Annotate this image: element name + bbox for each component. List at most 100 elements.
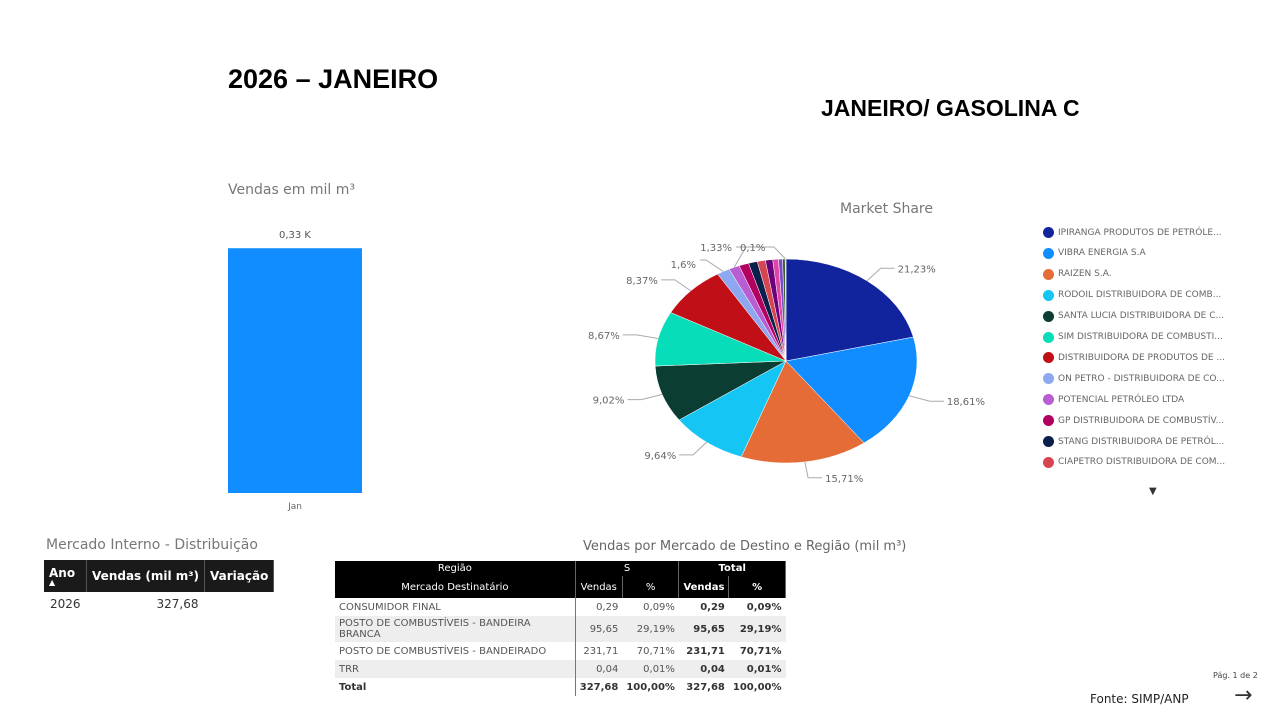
slice-label: 15,71% [825,474,863,485]
leader-line [866,267,895,282]
table-cell: 327,68 [579,681,619,693]
table-cell: 29,19% [622,616,679,642]
legend-label: SANTA LUCIA DISTRIBUIDORA DE C... [1058,311,1225,322]
bar-chart: 0,33 K Jan [228,230,362,512]
legend-label: CIAPETRO DISTRIBUIDORA DE COM... [1058,457,1226,468]
slice-label: 8,37% [626,276,658,287]
legend-label: RAIZEN S.A. [1058,269,1112,280]
table-cell: TRR [335,660,576,678]
table-row: TRR 0,04 0,01% 0,04 0,01% [335,660,786,678]
mercado-interno-title: Mercado Interno - Distribuição [46,537,258,553]
pie-chart: 21,23% 18,61% 15,71% 9,64% 9,02% 8,67% 8,37% 1,… [588,243,985,485]
page-title: 2026 – JANEIRO [228,64,439,94]
pie-slice[interactable] [785,336,918,444]
table-cell: 0,29 [700,601,725,613]
slice-label: 18,61% [947,397,985,408]
legend-label: RODOIL DISTRIBUIDORA DE COMB... [1058,290,1222,301]
table-row: 2026 327,68 [50,597,199,611]
legend-item[interactable]: POTENCIAL PETRÓLEO LTDA [1043,394,1185,406]
table-cell: Total [335,678,576,696]
legend-label: SIM DISTRIBUIDORA DE COMBUSTI... [1058,332,1223,342]
table-cell: 0,01% [728,660,786,678]
table-cell: 100,00% [732,681,782,693]
legend-swatch [1043,331,1054,343]
legend-swatch [1043,268,1054,280]
slice-label: 1,33% [700,243,732,254]
legend-item[interactable]: RAIZEN S.A. [1043,268,1112,280]
legend-item[interactable]: SANTA LUCIA DISTRIBUIDORA DE C... [1043,310,1225,322]
table-cell: 0,04 [575,660,623,678]
legend-swatch [1043,456,1054,468]
bar[interactable] [228,248,362,493]
col-ano[interactable]: Ano ▲ [44,560,88,592]
arrow-right-icon[interactable]: → [1234,683,1253,708]
table-cell: 95,65 [678,616,729,642]
source-note: Fonte: SIMP/ANP [1090,692,1189,706]
table-row: POSTO DE COMBUSTÍVEIS - BANDEIRA BRANCA 9… [335,616,786,642]
slice-label: 9,64% [644,451,676,462]
table-cell: 70,71% [739,645,782,657]
leader-line [700,259,724,272]
legend-label: POTENCIAL PETRÓLEO LTDA [1058,394,1185,405]
vendas-destino-table: Região S Total Mercado Destinatário Vend… [335,561,786,696]
table-cell: 327,68 [686,681,725,693]
leader-line [909,395,944,402]
table-cell: 0,09% [643,601,675,613]
table-cell: 231,71 [583,645,619,657]
table-cell: 95,65 [575,616,623,642]
col-variacao[interactable]: Variação [204,560,275,592]
legend-item[interactable]: RODOIL DISTRIBUIDORA DE COMB... [1043,289,1222,301]
legend-swatch [1043,289,1054,301]
table-cell: 0,01% [622,660,679,678]
legend-label: STANG DISTRIBUIDORA DE PETRÓL... [1058,436,1225,447]
legend-item[interactable]: CIAPETRO DISTRIBUIDORA DE COM... [1043,456,1226,468]
legend-item[interactable]: SIM DISTRIBUIDORA DE COMBUSTI... [1043,331,1223,343]
table-cell: 100,00% [626,681,675,693]
x-tick-label: Jan [287,502,302,512]
table-cell: POSTO DE COMBUSTÍVEIS - BANDEIRA BRANCA [335,616,576,642]
table-cell: 29,19% [728,616,786,642]
legend-swatch [1043,227,1054,238]
table-row: POSTO DE COMBUSTÍVEIS - BANDEIRADO 231,71… [335,642,786,660]
legend-scroll-down-icon[interactable]: ▼ [1149,486,1157,497]
table-row: CONSUMIDOR FINAL 0,29 0,09% 0,29 0,09% [335,598,786,616]
legend-swatch [1043,373,1054,385]
mercado-interno-table: Ano ▲ Vendas (mil m³) Variação 2026 327,6… [44,560,275,616]
legend-label: ON PETRO - DISTRIBUIDORA DE CO... [1058,373,1225,384]
page-indicator: Pág. 1 de 2 [1213,671,1258,680]
slice-label: 21,23% [898,264,936,275]
table-cell: 0,29 [596,601,619,613]
slice-label: 8,67% [588,331,620,342]
slice-label: 0,1% [740,243,765,254]
vendas-destino-title: Vendas por Mercado de Destino e Região (… [583,539,907,554]
legend-swatch [1043,352,1054,364]
table-cell: 231,71 [686,645,725,657]
legend-swatch [1043,394,1054,406]
sort-asc-icon: ▲ [49,578,56,587]
leader-line [660,279,692,292]
legend-item[interactable]: DISTRIBUIDORA DE PRODUTOS DE ... [1043,352,1226,364]
total-row: Total 327,68 100,00% 327,68 100,00% [335,678,786,696]
leader-line [736,246,786,260]
legend-item[interactable]: GP DISTRIBUIDORA DE COMBUSTÍV... [1043,415,1224,427]
leader-line [679,441,707,456]
legend-label: DISTRIBUIDORA DE PRODUTOS DE ... [1058,352,1226,363]
legend-swatch [1043,415,1054,427]
col-vendas[interactable]: Vendas (mil m³) [86,560,206,592]
table-cell: 0,09% [746,601,782,613]
table-cell: 70,71% [636,645,675,657]
table-cell: 0,04 [678,660,729,678]
legend-item[interactable]: IPIRANGA PRODUTOS DE PETRÓLE... [1043,227,1222,238]
bar-data-label: 0,33 K [279,230,311,241]
legend-item[interactable]: STANG DISTRIBUIDORA DE PETRÓL... [1043,436,1224,447]
table-cell: CONSUMIDOR FINAL [335,598,576,616]
legend-label: VIBRA ENERGIA S.A [1058,248,1146,259]
pie-slice[interactable] [678,360,787,458]
legend-item[interactable]: VIBRA ENERGIA S.A [1043,247,1146,259]
leader-line [804,461,823,479]
pie-chart-title: Market Share [840,201,933,217]
pie-slice[interactable] [785,258,914,362]
legend-swatch [1043,436,1054,447]
legend-swatch [1043,310,1054,322]
legend-item[interactable]: ON PETRO - DISTRIBUIDORA DE CO... [1043,373,1225,385]
